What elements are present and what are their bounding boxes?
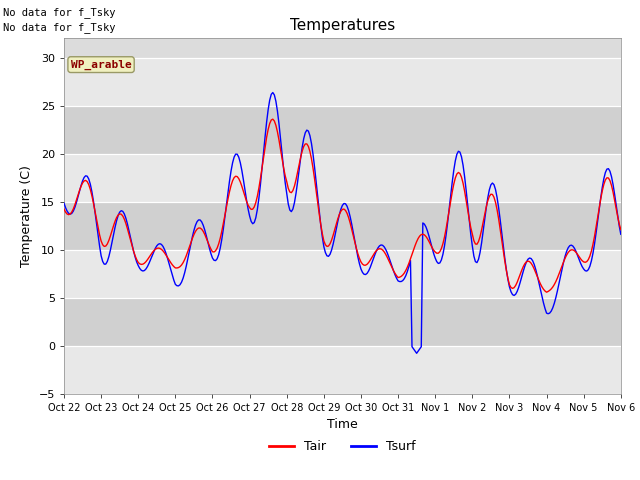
Y-axis label: Temperature (C): Temperature (C) [20,165,33,267]
Bar [64,298,621,346]
Text: WP_arable: WP_arable [70,60,131,70]
Bar [64,154,621,202]
Bar [64,250,621,298]
Bar [64,58,621,106]
Bar [64,346,621,394]
Title: Temperatures: Temperatures [290,18,395,33]
Text: No data for f_Tsky: No data for f_Tsky [3,22,116,33]
Bar [64,106,621,154]
Bar [64,202,621,250]
X-axis label: Time: Time [327,418,358,431]
Text: No data for f_Tsky: No data for f_Tsky [3,7,116,18]
Legend: Tair, Tsurf: Tair, Tsurf [264,435,420,458]
